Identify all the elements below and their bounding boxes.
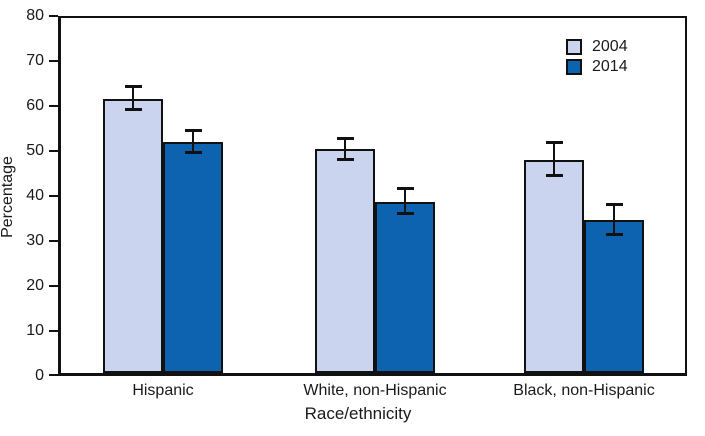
x-category-label-black-non-hispanic: Black, non-Hispanic bbox=[513, 382, 655, 399]
y-tick-label-30: 30 bbox=[26, 232, 44, 249]
y-tick-10 bbox=[49, 330, 58, 332]
y-tick-50 bbox=[49, 150, 58, 152]
error-cap-top-2014-2 bbox=[396, 187, 414, 191]
y-tick-40 bbox=[49, 195, 58, 197]
y-tick-70 bbox=[49, 60, 58, 62]
legend: 2004 2014 bbox=[566, 37, 628, 77]
error-bar-2004-2 bbox=[343, 138, 347, 160]
legend-item-2014: 2014 bbox=[566, 57, 628, 77]
bar-2004-black-non-hispanic bbox=[524, 159, 584, 373]
bar-group-3 bbox=[524, 18, 644, 373]
error-cap-bottom-2014-1 bbox=[184, 151, 202, 154]
y-tick-label-0: 0 bbox=[35, 367, 44, 384]
bar-2014-black-non-hispanic bbox=[584, 220, 644, 373]
y-tick-label-70: 70 bbox=[26, 52, 44, 69]
error-cap-bottom-2014-3 bbox=[605, 232, 623, 236]
y-tick-label-10: 10 bbox=[26, 322, 44, 339]
bar-2004-hispanic bbox=[103, 98, 163, 373]
plot-area bbox=[58, 16, 687, 376]
y-tick-80 bbox=[49, 15, 58, 17]
legend-swatch-2014 bbox=[566, 59, 582, 75]
bar-2014-white-non-hispanic bbox=[375, 202, 435, 373]
error-cap-bottom-2004-3 bbox=[545, 173, 563, 177]
error-cap-bottom-2004-1 bbox=[124, 108, 142, 112]
error-cap-top-2014-1 bbox=[184, 128, 202, 132]
error-cap-top-2004-1 bbox=[124, 84, 142, 88]
y-tick-20 bbox=[49, 285, 58, 287]
error-cap-top-2014-3 bbox=[605, 203, 623, 207]
x-category-label-hispanic: Hispanic bbox=[132, 382, 194, 399]
legend-item-2004: 2004 bbox=[566, 37, 628, 57]
legend-label-2014: 2014 bbox=[592, 58, 628, 75]
x-axis-title: Race/ethnicity bbox=[304, 404, 412, 423]
bar-2004-white-non-hispanic bbox=[315, 148, 375, 373]
y-tick-label-40: 40 bbox=[26, 187, 44, 204]
y-tick-60 bbox=[49, 105, 58, 107]
bar-2014-hispanic bbox=[163, 141, 223, 373]
x-category-label-white-non-hispanic: White, non-Hispanic bbox=[303, 382, 447, 399]
error-bar-2014-1 bbox=[191, 130, 195, 153]
error-bar-2004-1 bbox=[131, 86, 135, 110]
y-tick-label-20: 20 bbox=[26, 277, 44, 294]
bar-group-2 bbox=[315, 18, 435, 373]
error-cap-bottom-2004-2 bbox=[336, 157, 354, 161]
bar-group-1 bbox=[103, 18, 223, 373]
error-cap-top-2004-2 bbox=[336, 136, 354, 140]
y-tick-0 bbox=[49, 374, 58, 376]
y-tick-label-50: 50 bbox=[26, 142, 44, 159]
legend-swatch-2004 bbox=[566, 39, 582, 55]
error-bar-2014-3 bbox=[612, 204, 616, 235]
error-bar-2004-3 bbox=[552, 142, 556, 175]
y-tick-label-60: 60 bbox=[26, 97, 44, 114]
y-tick-30 bbox=[49, 240, 58, 242]
y-tick-label-80: 80 bbox=[26, 7, 44, 24]
error-bar-2014-2 bbox=[403, 188, 407, 214]
error-cap-top-2004-3 bbox=[545, 141, 563, 145]
y-axis: 0 10 20 30 40 50 60 70 80 bbox=[0, 7, 58, 384]
error-cap-bottom-2014-2 bbox=[396, 212, 414, 216]
legend-label-2004: 2004 bbox=[592, 38, 628, 55]
